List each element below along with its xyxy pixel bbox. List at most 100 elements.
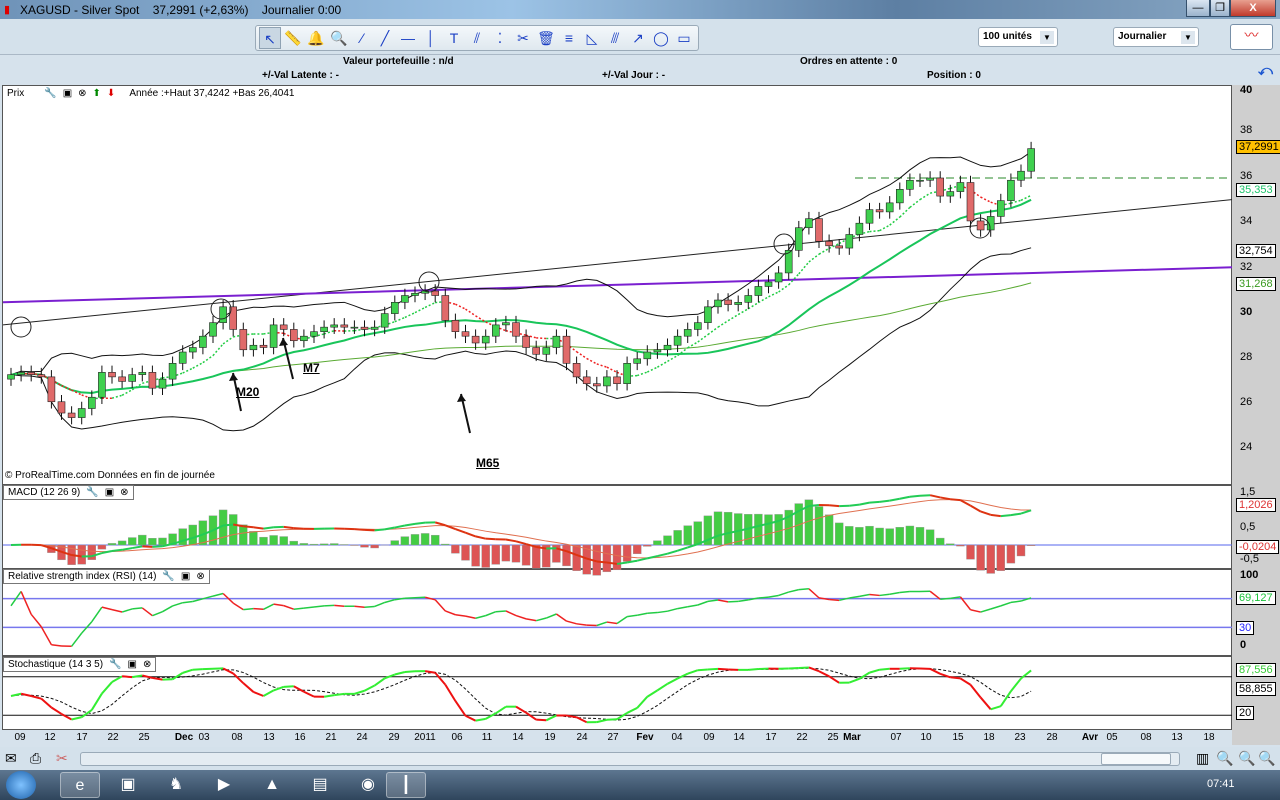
rsi-segment — [970, 609, 981, 613]
close-icon[interactable]: ⊗ — [78, 88, 87, 99]
points-icon[interactable]: ⁚ — [497, 30, 503, 46]
media-icon[interactable]: ▶ — [217, 776, 231, 793]
fan-icon[interactable]: ◺ — [586, 30, 598, 46]
macd-histogram-bar — [117, 540, 127, 546]
candle — [441, 295, 450, 321]
close-icon[interactable]: ⊗ — [120, 487, 129, 498]
vertical-line-icon[interactable]: │ — [426, 30, 436, 46]
rsi-segment — [566, 620, 577, 625]
wrench-icon[interactable]: 🔧 — [109, 659, 122, 670]
app-icon[interactable]: ♞ — [168, 776, 184, 793]
window-icon[interactable]: ▣ — [104, 487, 115, 498]
price-tick: 32 — [1240, 261, 1253, 273]
zoom-fit-icon[interactable]: 🔍 — [1216, 750, 1234, 766]
refresh-icon[interactable]: ⤺ — [1258, 62, 1273, 78]
rsi-segment — [616, 615, 628, 625]
indicators-button[interactable]: 〰 — [1230, 24, 1273, 50]
stoch-k-segment — [434, 672, 447, 686]
stoch-k-segment — [485, 712, 497, 720]
globe-icon[interactable]: ◉ — [361, 776, 375, 793]
segment-icon[interactable]: ⁄ — [360, 30, 364, 46]
text-icon[interactable]: T — [449, 30, 459, 46]
window-icon[interactable]: ▣ — [127, 659, 137, 670]
horizontal-line-icon[interactable]: — — [401, 30, 415, 46]
arrow-up-icon[interactable]: ⬆ — [92, 88, 101, 99]
stoch-k-segment — [232, 672, 244, 684]
maximize-button[interactable]: ❐ — [1210, 0, 1230, 17]
stoch-k-segment — [818, 670, 830, 678]
rsi-segment — [40, 626, 53, 646]
macd-line-segment — [636, 557, 648, 562]
close-button[interactable]: X — [1230, 0, 1276, 17]
arrow-head — [229, 373, 238, 381]
macd-histogram-bar — [158, 537, 167, 546]
zoom-icon[interactable]: 🔍 — [330, 30, 348, 46]
minimize-button[interactable]: — — [1186, 0, 1210, 17]
candle — [17, 372, 25, 375]
trash-icon[interactable]: 🗑 — [537, 30, 555, 46]
trend-icon[interactable]: ↗ — [632, 30, 644, 46]
purple-trendline — [3, 266, 1233, 304]
stoch-k-segment — [132, 674, 143, 679]
macd-histogram-bar — [521, 544, 531, 566]
candle — [643, 351, 652, 360]
wrench-icon[interactable]: 🔧 — [162, 571, 175, 582]
horizontal-scrollbar[interactable] — [80, 752, 1180, 766]
rsi-segment — [940, 597, 951, 600]
macd-histogram-bar — [400, 536, 410, 546]
candle — [431, 290, 440, 296]
zoom-in-icon[interactable]: 🔍 — [1258, 750, 1276, 766]
start-button[interactable] — [6, 771, 36, 799]
stoch-k-segment — [576, 716, 588, 724]
mail-icon[interactable]: ✉ — [5, 750, 17, 766]
stoch-k-segment — [879, 667, 890, 671]
ie-icon[interactable]: e — [60, 772, 100, 798]
rsi-segment — [303, 606, 315, 609]
price-panel-title: Prix — [7, 88, 25, 99]
stoch-k-segment — [354, 689, 365, 695]
prorealtime-icon[interactable]: ┃ — [386, 772, 426, 798]
cursor-icon[interactable]: ↖ — [259, 27, 281, 49]
stoch-20-label: 20 — [1236, 706, 1255, 720]
date-tick: 27 — [607, 732, 619, 743]
candle-type-icon[interactable]: ▥ — [1196, 750, 1210, 766]
parallel-icon[interactable]: ⫽ — [473, 30, 481, 46]
wrench-icon[interactable]: 🔧 — [86, 487, 99, 498]
ruler-icon[interactable]: 📏 — [284, 30, 302, 46]
macd-label: 1,2026 — [1236, 498, 1276, 512]
ma7-segment — [758, 296, 769, 304]
explorer-icon[interactable]: ▣ — [120, 776, 136, 793]
channel-icon[interactable]: ⫻ — [610, 30, 620, 46]
window-icon[interactable]: ▣ — [62, 88, 73, 99]
vlc-icon[interactable]: ▲ — [264, 776, 280, 793]
zoom-out-icon[interactable]: 🔍 — [1238, 750, 1256, 766]
stoch-k-segment — [222, 667, 234, 675]
chart-area[interactable] — [2, 85, 1233, 730]
folder-icon[interactable]: ▤ — [312, 776, 328, 793]
tools-icon[interactable]: ✂ — [517, 30, 529, 46]
wrench-icon[interactable]: 🔧 — [44, 88, 57, 99]
fibonacci-icon[interactable]: ≡ — [564, 30, 574, 46]
print-icon[interactable]: ⎙ — [30, 750, 42, 766]
stoch-k-segment — [454, 700, 467, 717]
ma7-segment — [667, 354, 678, 363]
window-icon[interactable]: ▣ — [180, 571, 191, 582]
macd-histogram-bar — [239, 524, 248, 546]
ellipse-icon[interactable]: ◯ — [653, 30, 669, 46]
macd-line-segment — [909, 494, 921, 498]
line-icon[interactable]: ╱ — [380, 30, 390, 46]
candle — [461, 331, 470, 337]
close-icon[interactable]: ⊗ — [196, 571, 205, 582]
timeframe-select[interactable]: Journalier ▼ — [1113, 27, 1199, 47]
macd-title: MACD (12 26 9) — [8, 487, 81, 498]
scrollbar-thumb[interactable] — [1101, 753, 1171, 765]
alarm-bell-icon[interactable]: 🔔 — [307, 30, 325, 46]
stoch-k-segment — [999, 690, 1012, 707]
scissors-icon[interactable]: ✂ — [56, 750, 68, 766]
arrow-down-icon[interactable]: ⬇ — [106, 88, 116, 99]
close-icon[interactable]: ⊗ — [142, 659, 152, 670]
candle — [1017, 170, 1025, 181]
candle — [714, 299, 722, 308]
rectangle-icon[interactable]: ▭ — [677, 30, 691, 46]
quantity-select[interactable]: 100 unités ▼ — [978, 27, 1058, 47]
